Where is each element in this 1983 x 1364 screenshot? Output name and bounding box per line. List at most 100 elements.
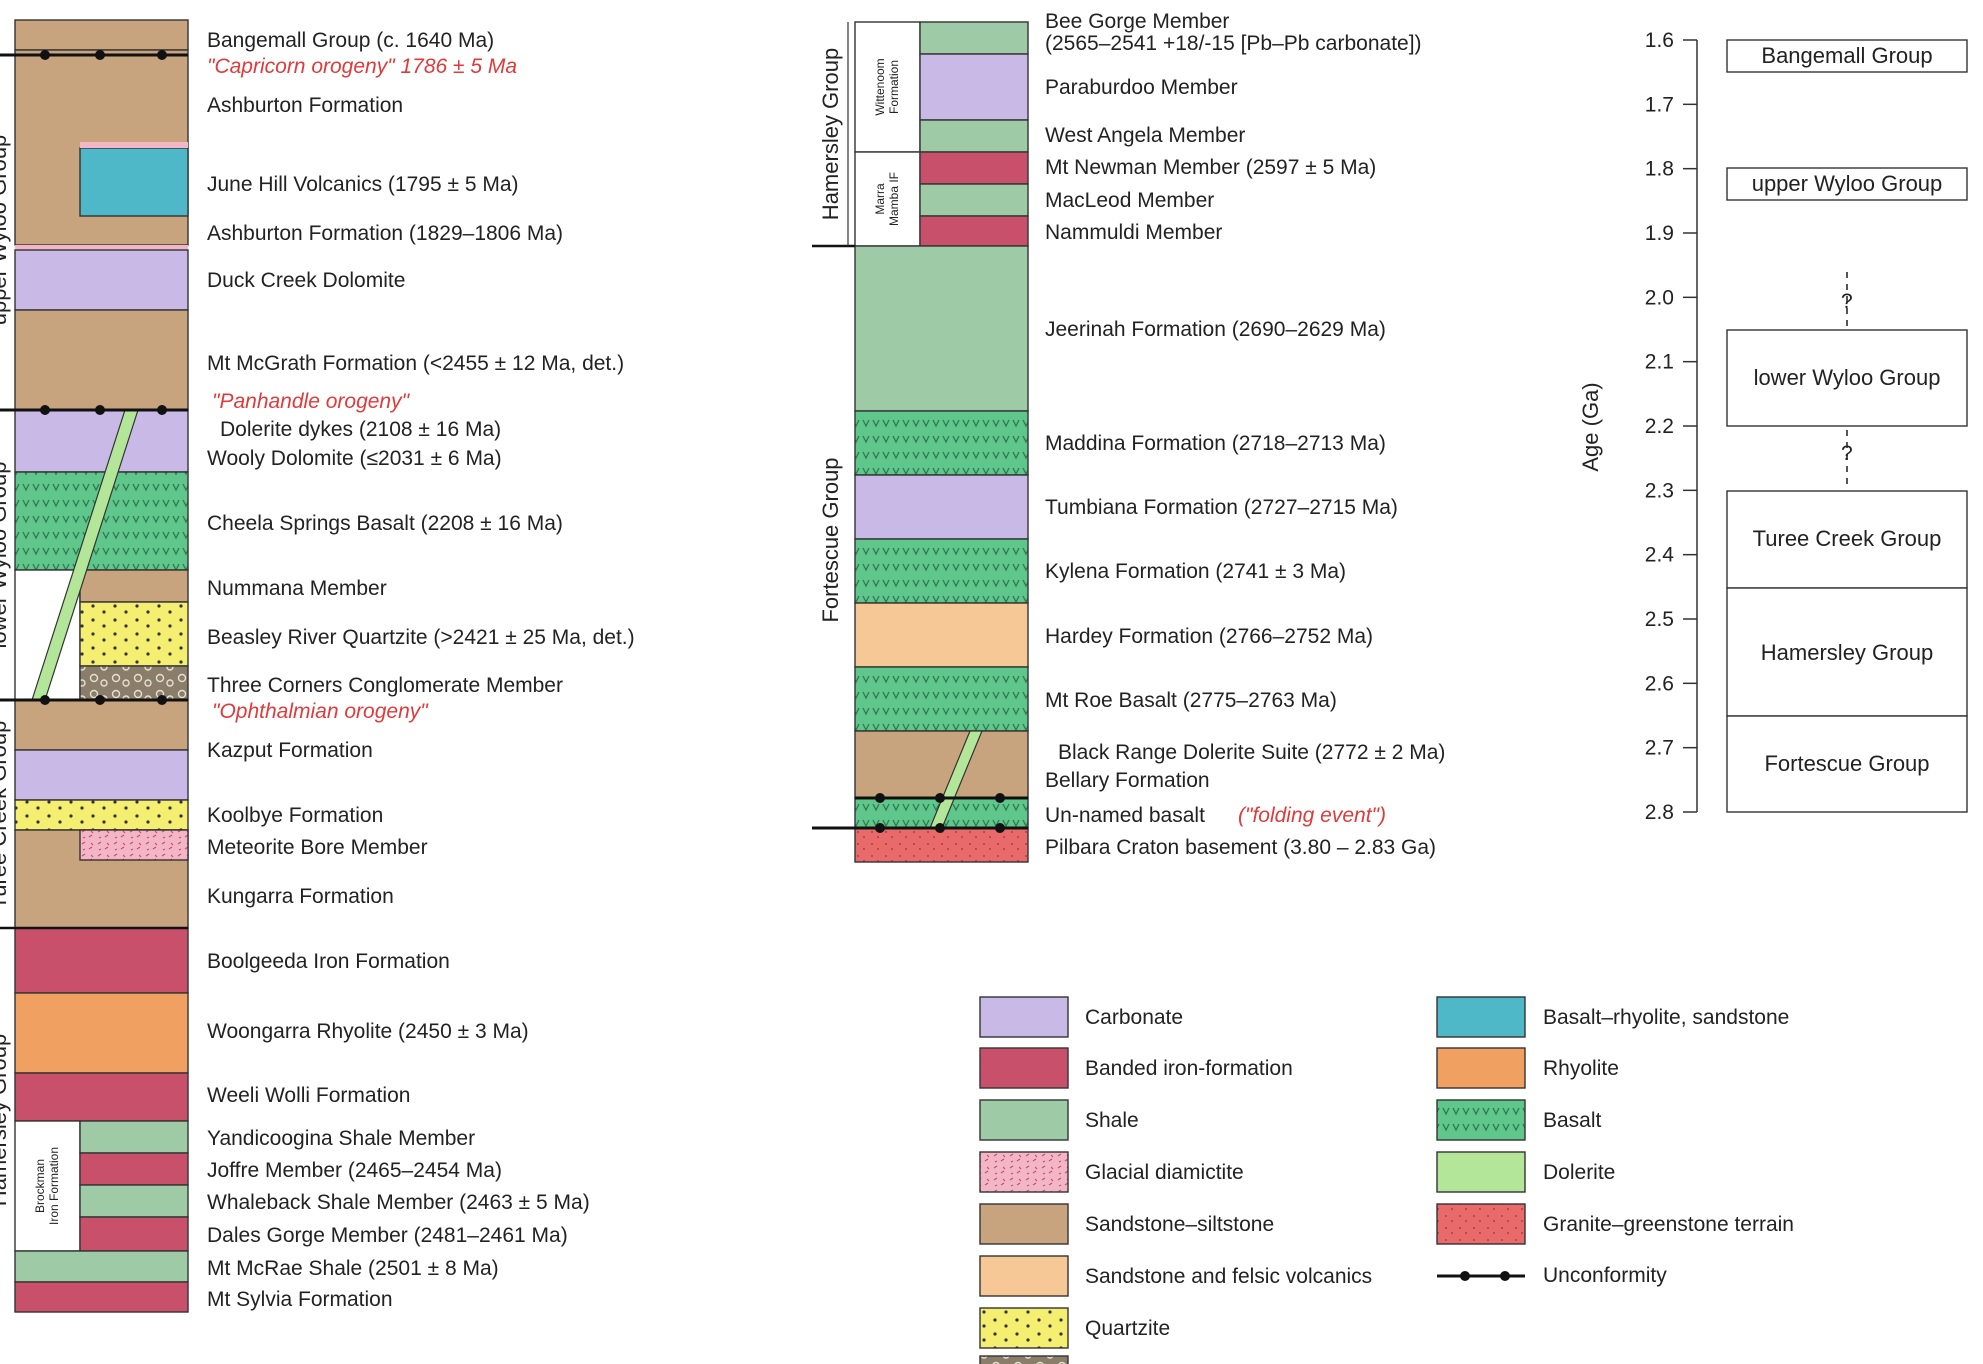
wittenoom-label: Wittenoom (873, 58, 887, 115)
unit-label: Wooly Dolomite (≤2031 ± 6 Ma) (207, 447, 502, 470)
unit-label: Mt Sylvia Formation (207, 1288, 393, 1311)
question-mark: ? (1841, 290, 1853, 313)
left-group-label-hamersley: Hamersley Group (0, 1034, 11, 1206)
age-tick-label: 1.8 (1645, 158, 1674, 181)
unit-label: Yandicoogina Shale Member (207, 1127, 475, 1150)
unit-label: Mt Roe Basalt (2775–2763 Ma) (1045, 689, 1337, 712)
unit-label: Mt Newman Member (2597 ± 5 Ma) (1045, 156, 1376, 179)
svg-text:Hamersley Group: Hamersley Group (1761, 640, 1933, 665)
unit-label: Un-named basalt (1045, 804, 1205, 827)
unit-label: Jeerinah Formation (2690–2629 Ma) (1045, 318, 1386, 341)
svg-text:Banded iron-formation: Banded iron-formation (1085, 1057, 1293, 1080)
legend-item-bif: Banded iron-formation (979, 1047, 1293, 1089)
left-stratigraphic-column: upper Wyloo Group lower Wyloo Group Ture… (0, 19, 635, 1313)
legend-item-sandfelsic: Sandstone and felsic volcanics (979, 1255, 1372, 1297)
west-angela-block (919, 119, 1029, 153)
unit-label: (2565–2541 +18/-15 [Pb–Pb carbonate]) (1045, 32, 1422, 55)
iron-formation-label: Iron Formation (47, 1147, 61, 1225)
age-tick-label: 2.3 (1645, 479, 1674, 502)
unit-label: MacLeod Member (1045, 189, 1214, 212)
group-box-hamersley: Hamersley Group (1726, 587, 1968, 717)
meteorite-bore-member-block (79, 829, 189, 861)
paraburdoo-block (919, 53, 1029, 121)
svg-text:Quartzite: Quartzite (1085, 1317, 1170, 1340)
unit-label: Kungarra Formation (207, 885, 394, 908)
nummana-member-block (79, 569, 189, 603)
june-hill-volcanics-block (79, 147, 189, 217)
unconformity-line (0, 405, 188, 415)
legend-item-sandstone: Sandstone–siltstone (979, 1203, 1274, 1245)
duck-creek-dolomite-block (14, 249, 189, 311)
bee-gorge-block (919, 21, 1029, 55)
unit-label: Mt McRae Shale (2501 ± 8 Ma) (207, 1257, 499, 1280)
mamba-if-label: Mamba IF (887, 172, 901, 226)
unit-label: Pilbara Craton basement (3.80 – 2.83 Ga) (1045, 836, 1436, 859)
jeerinah-block (854, 245, 1029, 412)
unit-label: Dales Gorge Member (2481–2461 Ma) (207, 1224, 568, 1247)
unconformity-line (855, 793, 1028, 803)
koolbye-formation-block (14, 799, 189, 831)
legend-item-dolerite: Dolerite (1436, 1151, 1615, 1193)
bellary-block (854, 730, 1029, 799)
unit-label: Ashburton Formation (1829–1806 Ma) (207, 222, 563, 245)
unit-label: Boolgeeda Iron Formation (207, 950, 450, 973)
svg-text:Turee Creek Group: Turee Creek Group (1753, 526, 1942, 551)
svg-text:Sandstone and felsic volcanics: Sandstone and felsic volcanics (1085, 1265, 1372, 1288)
unit-label: Kazput Formation (207, 739, 373, 762)
kylena-block (854, 538, 1029, 604)
unit-label: Beasley River Quartzite (>2421 ± 25 Ma, … (207, 626, 635, 649)
svg-text:Unconformity: Unconformity (1543, 1264, 1667, 1287)
middle-stratigraphic-column: Hamersley Group Fortescue Group Wittenoo… (812, 10, 1445, 863)
left-group-label-lower-wyloo: lower Wyloo Group (0, 462, 11, 649)
age-tick-label: 1.9 (1645, 222, 1674, 245)
svg-text:Rhyolite: Rhyolite (1543, 1057, 1619, 1080)
unconformity-line (0, 50, 188, 60)
unit-label: Nammuldi Member (1045, 221, 1222, 244)
group-box-bangemall: Bangemall Group (1726, 39, 1968, 73)
unit-label: Whaleback Shale Member (2463 ± 5 Ma) (207, 1191, 590, 1214)
svg-text:Shale: Shale (1085, 1109, 1139, 1132)
mt-roe-basalt-block (854, 666, 1029, 732)
legend-item-quartzite: Quartzite (979, 1307, 1170, 1349)
unconformity-line (812, 823, 1028, 833)
age-tick-label: 2.2 (1645, 415, 1674, 438)
age-tick-label: 2.6 (1645, 672, 1674, 695)
unit-label: Koolbye Formation (207, 804, 383, 827)
legend-item-rhyolite: Rhyolite (1436, 1047, 1619, 1089)
unit-label: Maddina Formation (2718–2713 Ma) (1045, 432, 1386, 455)
wooly-dolomite-block (14, 409, 189, 473)
pilbara-basement-block (854, 827, 1029, 863)
legend-item-conglomerate-partial (979, 1355, 1069, 1364)
age-tick-label: 2.4 (1645, 544, 1675, 567)
svg-text:Glacial diamictite: Glacial diamictite (1085, 1161, 1244, 1184)
legend-item-granite: Granite–greenstone terrain (1436, 1203, 1794, 1245)
unit-label: Weeli Wolli Formation (207, 1084, 410, 1107)
unit-label: West Angela Member (1045, 124, 1245, 147)
boolgeeda-iron-formation-block (14, 927, 189, 994)
unit-label: Mt McGrath Formation (<2455 ± 12 Ma, det… (207, 352, 624, 375)
marra-label: Marra (873, 183, 887, 215)
left-group-label-turee-creek: Turee Creek Group (0, 721, 11, 910)
unit-label: Joffre Member (2465–2454 Ma) (207, 1159, 502, 1182)
unit-label: Cheela Springs Basalt (2208 ± 16 Ma) (207, 512, 563, 535)
age-axis-label: Age (Ga) (1578, 382, 1603, 471)
unit-label: "Panhandle orogeny" (212, 390, 411, 413)
yandicoogina-shale-block (79, 1120, 189, 1154)
group-box-fortescue: Fortescue Group (1726, 715, 1968, 813)
age-tick-label: 2.1 (1645, 351, 1674, 374)
kazput-carbonate-block (14, 749, 189, 801)
unit-label: Meteorite Bore Member (207, 836, 428, 859)
svg-text:Carbonate: Carbonate (1085, 1006, 1183, 1029)
svg-text:Sandstone–siltstone: Sandstone–siltstone (1085, 1213, 1274, 1236)
left-group-label-upper-wyloo: upper Wyloo Group (0, 135, 11, 326)
joffre-member-block (79, 1152, 189, 1186)
unit-label: Ashburton Formation (207, 94, 403, 117)
unit-label: Paraburdoo Member (1045, 76, 1238, 99)
age-scale: 1.61.71.81.92.02.12.22.32.42.52.62.72.8 … (1578, 29, 1968, 824)
unit-label: Bangemall Group (c. 1640 Ma) (207, 29, 494, 52)
unit-label: ("folding event") (1238, 804, 1386, 827)
unconformity-line (0, 695, 188, 705)
unit-label: "Capricorn orogeny" 1786 ± 5 Ma (207, 55, 517, 78)
bangemall-block (14, 19, 189, 51)
